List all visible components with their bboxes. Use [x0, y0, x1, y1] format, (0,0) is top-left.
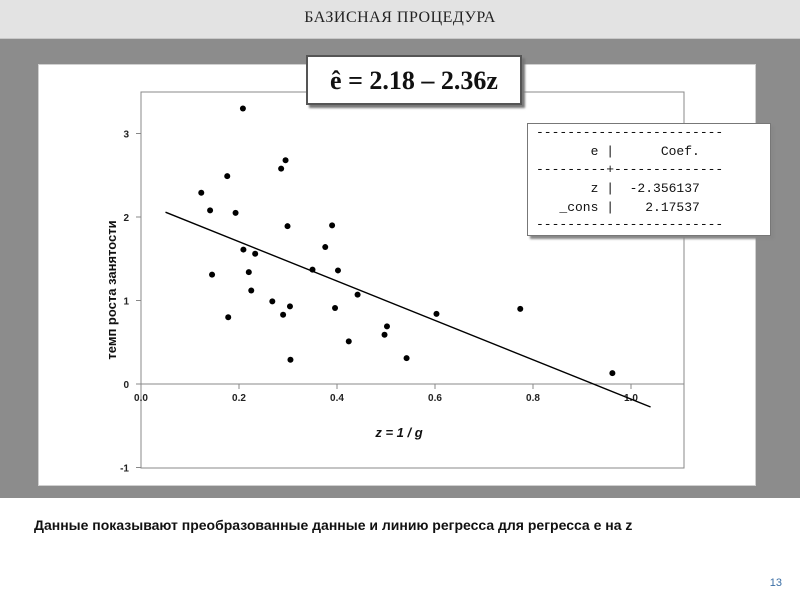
output-rule-top: ------------------------ [536, 125, 724, 140]
data-point [232, 209, 239, 216]
data-point [198, 189, 205, 196]
data-point [207, 207, 214, 214]
data-point [322, 244, 329, 251]
data-point [354, 291, 361, 298]
y-tick-label: 0 [123, 380, 129, 391]
data-point [334, 267, 341, 274]
output-row-cons: _cons | 2.17537 [536, 200, 700, 215]
data-point [224, 173, 231, 180]
x-axis-label: z = 1 / g [374, 425, 422, 440]
output-header-row: e | Coef. [536, 144, 700, 159]
regression-output-box: ------------------------ e | Coef. -----… [527, 123, 771, 236]
output-row-z: z | -2.356137 [536, 181, 700, 196]
data-point [252, 250, 259, 257]
y-axis-ticks: -1 0 1 2 3 [120, 130, 141, 475]
y-tick-label: -1 [120, 464, 129, 475]
slide-caption: Данные показывают преобразованные данные… [34, 517, 633, 533]
page-number: 13 [769, 577, 782, 589]
slide-title: БАЗИСНАЯ ПРОЦЕДУРА [304, 9, 496, 26]
data-point [280, 311, 287, 318]
data-point [278, 165, 285, 172]
data-point [381, 331, 388, 338]
y-tick-label: 1 [123, 297, 129, 308]
data-point [309, 266, 316, 273]
data-point [517, 305, 524, 312]
x-tick-label: 0.0 [134, 393, 148, 404]
output-rule-bottom: ------------------------ [536, 217, 724, 232]
x-tick-label: 0.8 [526, 393, 540, 404]
y-tick-label: 3 [123, 130, 129, 141]
data-points [198, 105, 616, 377]
data-point [383, 323, 390, 330]
regression-line [165, 211, 651, 408]
data-point [329, 222, 336, 229]
data-point [609, 370, 616, 377]
data-point [239, 105, 246, 112]
x-tick-label: 0.2 [232, 393, 246, 404]
regression-equation: ê = 2.18 – 2.36z [330, 66, 498, 95]
data-point [282, 157, 289, 164]
data-point [240, 246, 247, 253]
y-tick-label: 2 [123, 213, 129, 224]
data-point [332, 305, 339, 312]
data-point [433, 310, 440, 317]
data-point [248, 287, 255, 294]
data-point [286, 303, 293, 310]
x-tick-label: 0.6 [428, 393, 442, 404]
data-point [284, 223, 291, 230]
data-point [245, 269, 252, 276]
slide-header: БАЗИСНАЯ ПРОЦЕДУРА [0, 0, 800, 39]
data-point [225, 314, 232, 321]
data-point [403, 355, 410, 362]
data-point [345, 338, 352, 345]
data-point [287, 356, 294, 363]
data-point [209, 271, 216, 278]
output-rule-mid: ---------+-------------- [536, 162, 724, 177]
x-tick-label: 0.4 [330, 393, 344, 404]
y-axis-label: темп роста занятости [104, 220, 119, 359]
regression-equation-box: ê = 2.18 – 2.36z [306, 55, 522, 105]
data-point [269, 298, 276, 305]
